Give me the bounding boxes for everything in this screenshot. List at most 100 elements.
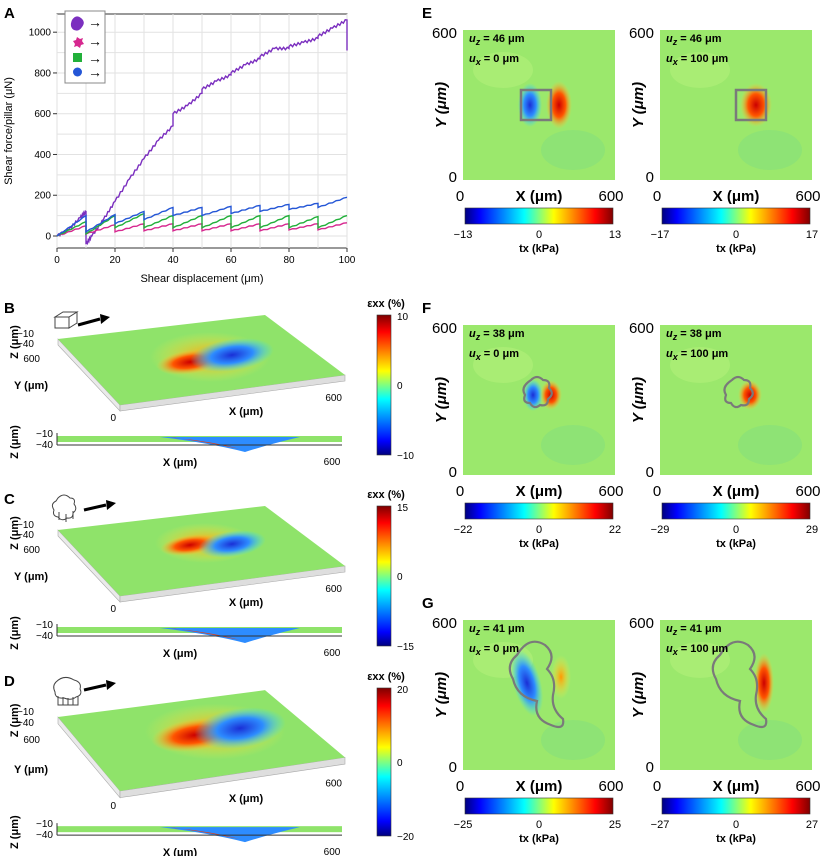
uz-label: uz = 38 μm bbox=[469, 328, 525, 342]
z-tick-label: −10 bbox=[17, 329, 34, 340]
x-tick-label: 600 bbox=[598, 483, 623, 500]
uz-label: uz = 46 μm bbox=[469, 33, 525, 47]
legend-a: → → → → bbox=[64, 10, 106, 84]
x-axis-label: X (μm) bbox=[713, 483, 760, 500]
colorbar-mid: 0 bbox=[733, 819, 739, 831]
x-tick-label: 20 bbox=[109, 255, 121, 266]
y-axis-label: Y (μm) bbox=[14, 571, 48, 583]
colorbar-label: tx (kPa) bbox=[519, 243, 559, 255]
pillar-outline bbox=[508, 640, 565, 729]
x-tick-label: 100 bbox=[339, 255, 356, 266]
y-tick-label: 600 bbox=[432, 25, 457, 42]
colorbar-min: −17 bbox=[651, 229, 670, 241]
z-tick-label: −10 bbox=[36, 429, 53, 440]
panel-label-b: B bbox=[4, 300, 15, 317]
x-tick-label: 600 bbox=[598, 188, 623, 205]
colorbar-max: 22 bbox=[609, 524, 621, 536]
traction-texture bbox=[541, 425, 605, 465]
traction-positive bbox=[551, 655, 571, 699]
z-tick-label: −40 bbox=[17, 718, 34, 729]
y-tick-label: 600 bbox=[34, 109, 51, 120]
x-tick-label: 600 bbox=[325, 778, 342, 789]
x-tick-label: 600 bbox=[324, 847, 341, 856]
zero-label: 0 bbox=[110, 413, 116, 424]
panel-label-g: G bbox=[422, 595, 434, 612]
traction-positive bbox=[738, 380, 762, 410]
colorbar-mid: 0 bbox=[536, 524, 542, 536]
panel-label-e: E bbox=[422, 5, 432, 22]
traction-row-g: G uz = 41 μm ux = 0 μm 600 0 Y (μm) 0 X (μm) 60… bbox=[422, 595, 821, 845]
colorbar bbox=[464, 502, 614, 520]
uz-label: uz = 41 μm bbox=[666, 623, 722, 637]
x-axis-label: X (μm) bbox=[163, 847, 198, 856]
pillar-outline bbox=[522, 375, 553, 409]
colorbar bbox=[464, 207, 614, 225]
y-tick-label: 600 bbox=[23, 545, 40, 556]
z-tick-label: −10 bbox=[36, 620, 53, 631]
x-axis-label: Shear displacement (μm) bbox=[140, 273, 263, 285]
uz-label: uz = 38 μm bbox=[666, 328, 722, 342]
traction-texture bbox=[473, 347, 533, 383]
colorbar-title: εxx (%) bbox=[367, 489, 405, 501]
panel-label-d: D bbox=[4, 673, 15, 690]
traction-row-e: E uz = 46 μm ux = 0 μm 600 0 Y (μm) 0 X (μm) 60… bbox=[422, 5, 821, 255]
colorbar-min: −15 bbox=[397, 642, 414, 653]
colorbar-max: 20 bbox=[397, 685, 409, 696]
colorbar-label: tx (kPa) bbox=[519, 538, 559, 550]
colorbar-label: tx (kPa) bbox=[716, 538, 756, 550]
x-axis-label: X (μm) bbox=[229, 406, 264, 418]
y-tick-label: 0 bbox=[449, 759, 457, 776]
ux-label: ux = 100 μm bbox=[666, 53, 728, 67]
x-tick-label: 600 bbox=[325, 584, 342, 595]
x-axis-label: X (μm) bbox=[229, 597, 264, 609]
z-axis-label: Z (μm) bbox=[9, 325, 21, 359]
y-tick-label: 600 bbox=[629, 615, 654, 632]
y-axis-label: Y (μm) bbox=[433, 82, 450, 128]
colorbar-min: −13 bbox=[454, 229, 473, 241]
x-tick-label: 0 bbox=[653, 188, 661, 205]
ux-label: ux = 100 μm bbox=[666, 348, 728, 362]
x-axis-label: X (μm) bbox=[163, 648, 198, 660]
x-axis-label: X (μm) bbox=[163, 457, 198, 469]
z-tick-label: −40 bbox=[36, 830, 53, 841]
series-line bbox=[56, 212, 348, 237]
x-tick-label: 80 bbox=[283, 255, 295, 266]
ux-label: ux = 0 μm bbox=[469, 53, 519, 67]
y-tick-label: 600 bbox=[432, 320, 457, 337]
y-tick-label: 600 bbox=[23, 735, 40, 746]
colorbar bbox=[376, 314, 392, 456]
x-tick-label: 0 bbox=[456, 483, 464, 500]
pillar-outline bbox=[519, 88, 553, 122]
colorbar-max: 13 bbox=[609, 229, 621, 241]
colorbar-max: 10 bbox=[397, 312, 409, 323]
x-axis-label: X (μm) bbox=[516, 778, 563, 795]
colorbar bbox=[661, 797, 811, 815]
traction-positive bbox=[546, 81, 572, 129]
y-axis-label: Y (μm) bbox=[630, 672, 647, 718]
traction-texture bbox=[670, 347, 730, 383]
z-tick-label: −10 bbox=[17, 520, 34, 531]
colorbar-title: εxx (%) bbox=[367, 671, 405, 683]
blob-pillar-icon bbox=[70, 16, 84, 31]
colorbar-mid: 0 bbox=[397, 758, 403, 769]
traction-texture bbox=[738, 720, 802, 760]
pillar-outline bbox=[711, 640, 768, 729]
colorbar-label: tx (kPa) bbox=[716, 833, 756, 845]
zero-label: 0 bbox=[110, 604, 116, 615]
colorbar-max: 15 bbox=[397, 503, 409, 514]
colorbar-mid: 0 bbox=[733, 524, 739, 536]
x-tick-label: 600 bbox=[598, 778, 623, 795]
z-axis-label: Z (μm) bbox=[9, 616, 21, 650]
traction-positive bbox=[740, 83, 772, 127]
colorbar-mid: 0 bbox=[397, 381, 403, 392]
strain-field-compression bbox=[190, 338, 274, 372]
colorbar bbox=[376, 687, 392, 837]
shear-arrow bbox=[83, 503, 107, 512]
y-axis-label: Y (μm) bbox=[433, 672, 450, 718]
strain-field-compression bbox=[198, 530, 266, 558]
y-tick-label: 600 bbox=[629, 320, 654, 337]
